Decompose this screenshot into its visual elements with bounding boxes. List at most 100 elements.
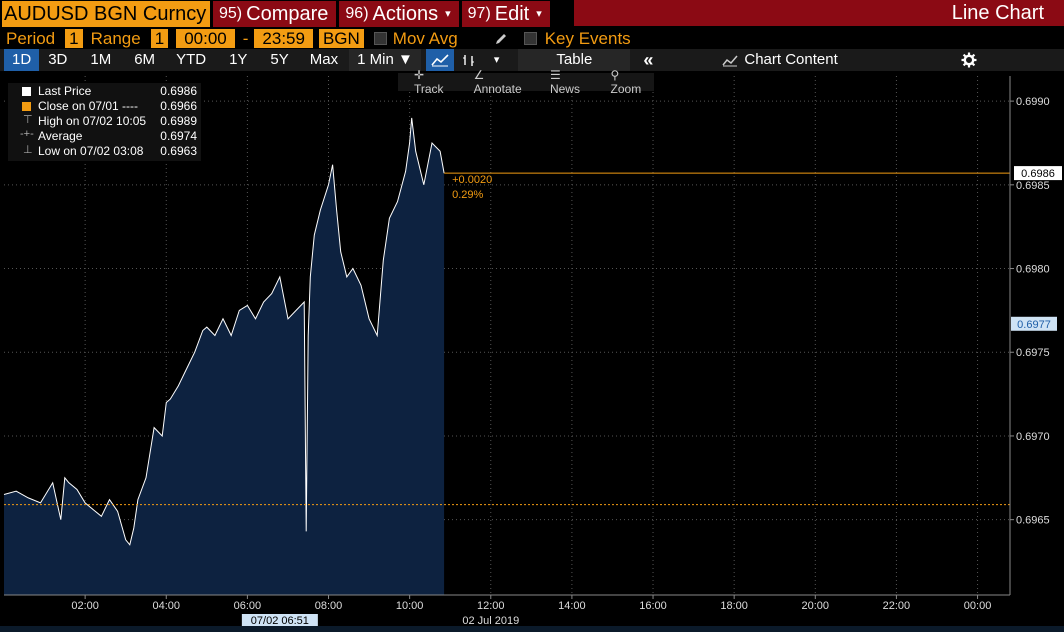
zoom-label: Zoom (610, 82, 642, 96)
source-input[interactable]: BGN (318, 29, 364, 48)
x-tick-label: 12:00 (477, 600, 505, 612)
legend-swatch-orange (22, 102, 31, 111)
legend-row-last-price[interactable]: Last Price 0.6986 (8, 84, 201, 99)
legend-value: 0.6974 (160, 129, 197, 143)
range-3d-button[interactable]: 3D (40, 49, 76, 71)
chevron-down-icon: ▾ (536, 8, 542, 20)
settings-button[interactable] (931, 49, 1007, 71)
change-percent: 0.29% (452, 189, 483, 201)
legend-value: 0.6966 (160, 99, 197, 113)
legend-label: Average (38, 129, 83, 143)
interval-dropdown[interactable]: 1 Min ▼ (349, 49, 421, 71)
mov-avg-checkbox[interactable] (373, 32, 387, 45)
edit-label: Edit (494, 3, 530, 25)
chart-type-title: Line Chart (574, 0, 1064, 26)
legend-row-high[interactable]: ⊤ High on 07/02 10:05 0.6989 (8, 114, 201, 129)
legend-label: Last Price (38, 84, 92, 98)
annotate-icon: ∠ (473, 68, 485, 82)
annotate-tool[interactable]: ∠ Annotate (466, 68, 534, 96)
x-tick-label: 06:00 (234, 600, 262, 612)
legend-row-close[interactable]: Close on 07/01 ---- 0.6966 (8, 99, 201, 114)
legend-value: 0.6989 (160, 114, 197, 128)
key-events-checkbox[interactable] (523, 32, 537, 45)
compare-shortcut: 95) (219, 5, 243, 22)
gear-icon (961, 52, 977, 68)
range-1m-button[interactable]: 1M (82, 49, 120, 71)
mov-avg-label: Mov Avg (392, 28, 458, 48)
pencil-icon[interactable] (494, 32, 508, 46)
legend-row-low[interactable]: ⊥ Low on 07/02 03:08 0.6963 (8, 144, 201, 159)
legend-swatch-white (22, 87, 31, 96)
compare-button[interactable]: 95) Compare (213, 1, 337, 27)
time-from-input[interactable]: 00:00 (176, 29, 235, 48)
y-tick-label: 0.6970 (1016, 431, 1050, 443)
period-row: Period 1 Range 1 00:00 - 23:59 BGN Mov A… (0, 28, 1064, 49)
key-events-label: Key Events (544, 28, 631, 48)
top-bar: AUDUSD BGN Curncy 95) Compare 96) Action… (0, 0, 1064, 28)
compare-label: Compare (246, 3, 329, 25)
legend-value: 0.6986 (160, 84, 197, 98)
y-tick-label: 0.6980 (1016, 264, 1050, 276)
change-absolute: +0.0020 (452, 174, 492, 186)
bottom-strip (0, 626, 1064, 632)
high-marker-icon: ⊤ (23, 114, 33, 126)
last-price-label: 0.6986 (1021, 168, 1055, 180)
collapse-icon[interactable]: « (635, 49, 662, 71)
ticker-field[interactable]: AUDUSD BGN Curncy (2, 1, 210, 27)
range-1d-button[interactable]: 1D (4, 49, 40, 71)
range-6m-button[interactable]: 6M (126, 49, 164, 71)
time-to-input[interactable]: 23:59 (254, 29, 313, 48)
legend-row-average[interactable]: -+- Average 0.6974 (8, 128, 201, 144)
legend-label: Low on 07/02 03:08 (38, 144, 144, 158)
average-marker-icon: -+- (20, 128, 34, 140)
time-dash: - (242, 28, 249, 48)
track-tool[interactable]: ✛ Track (406, 68, 458, 96)
range-5y-button[interactable]: 5Y (262, 49, 297, 71)
price-line (3, 117, 445, 546)
edit-shortcut: 97) (467, 5, 491, 22)
x-tick-label: 18:00 (720, 600, 748, 612)
range-label: Range (90, 28, 141, 48)
actions-label: Actions (372, 3, 439, 25)
range-ytd-button[interactable]: YTD (168, 49, 215, 71)
chart-content-icon (722, 55, 738, 67)
x-tick-label: 22:00 (883, 600, 911, 612)
legend-label: Close on 07/01 ---- (38, 99, 139, 113)
x-tick-label: 14:00 (558, 600, 586, 612)
range-input[interactable]: 1 (150, 29, 169, 48)
chart-legend: Last Price 0.6986 Close on 07/01 ---- 0.… (8, 83, 201, 161)
track-label: Track (414, 82, 444, 96)
chart-content-button[interactable]: Chart Content (714, 49, 846, 71)
price-area (4, 117, 445, 596)
y-tick-label: 0.6985 (1016, 180, 1050, 192)
average-label: 0.6977 (1017, 319, 1051, 331)
chart-style-dropdown[interactable]: ▾ (483, 49, 510, 71)
news-tool[interactable]: ☰ News (542, 68, 595, 96)
edit-menu-button[interactable]: 97) Edit ▾ (461, 1, 550, 27)
y-tick-label: 0.6990 (1016, 96, 1050, 108)
x-tick-label: 02:00 (71, 600, 99, 612)
search-icon: ⚲ (610, 68, 620, 82)
x-tick-label: 00:00 (964, 600, 992, 612)
line-chart-icon[interactable] (425, 49, 454, 71)
period-label: Period (6, 28, 56, 48)
zoom-tool[interactable]: ⚲ Zoom (603, 68, 654, 96)
crosshair-icon: ✛ (414, 68, 425, 82)
chart-tools-bar: ✛ Track ∠ Annotate ☰ News ⚲ Zoom (398, 68, 654, 96)
low-marker-icon: ⊥ (23, 144, 33, 156)
bar-chart-icon[interactable] (454, 49, 483, 71)
period-input[interactable]: 1 (65, 29, 83, 48)
actions-menu-button[interactable]: 96) Actions ▾ (339, 1, 459, 27)
news-label: News (549, 82, 580, 96)
last-price-tag (1014, 166, 1062, 181)
x-tick-label: 08:00 (315, 600, 343, 612)
annotate-label: Annotate (473, 82, 522, 96)
legend-value: 0.6963 (160, 144, 197, 158)
x-tick-label: 20:00 (802, 600, 830, 612)
actions-shortcut: 96) (345, 5, 369, 22)
average-tag (1011, 316, 1057, 331)
range-1y-button[interactable]: 1Y (221, 49, 256, 71)
x-axis-labels: 02:00 04:00 06:00 08:00 10:00 12:00 14:00 16:00… (71, 595, 991, 612)
table-button[interactable]: Table (518, 49, 631, 71)
range-max-button[interactable]: Max (301, 49, 347, 71)
